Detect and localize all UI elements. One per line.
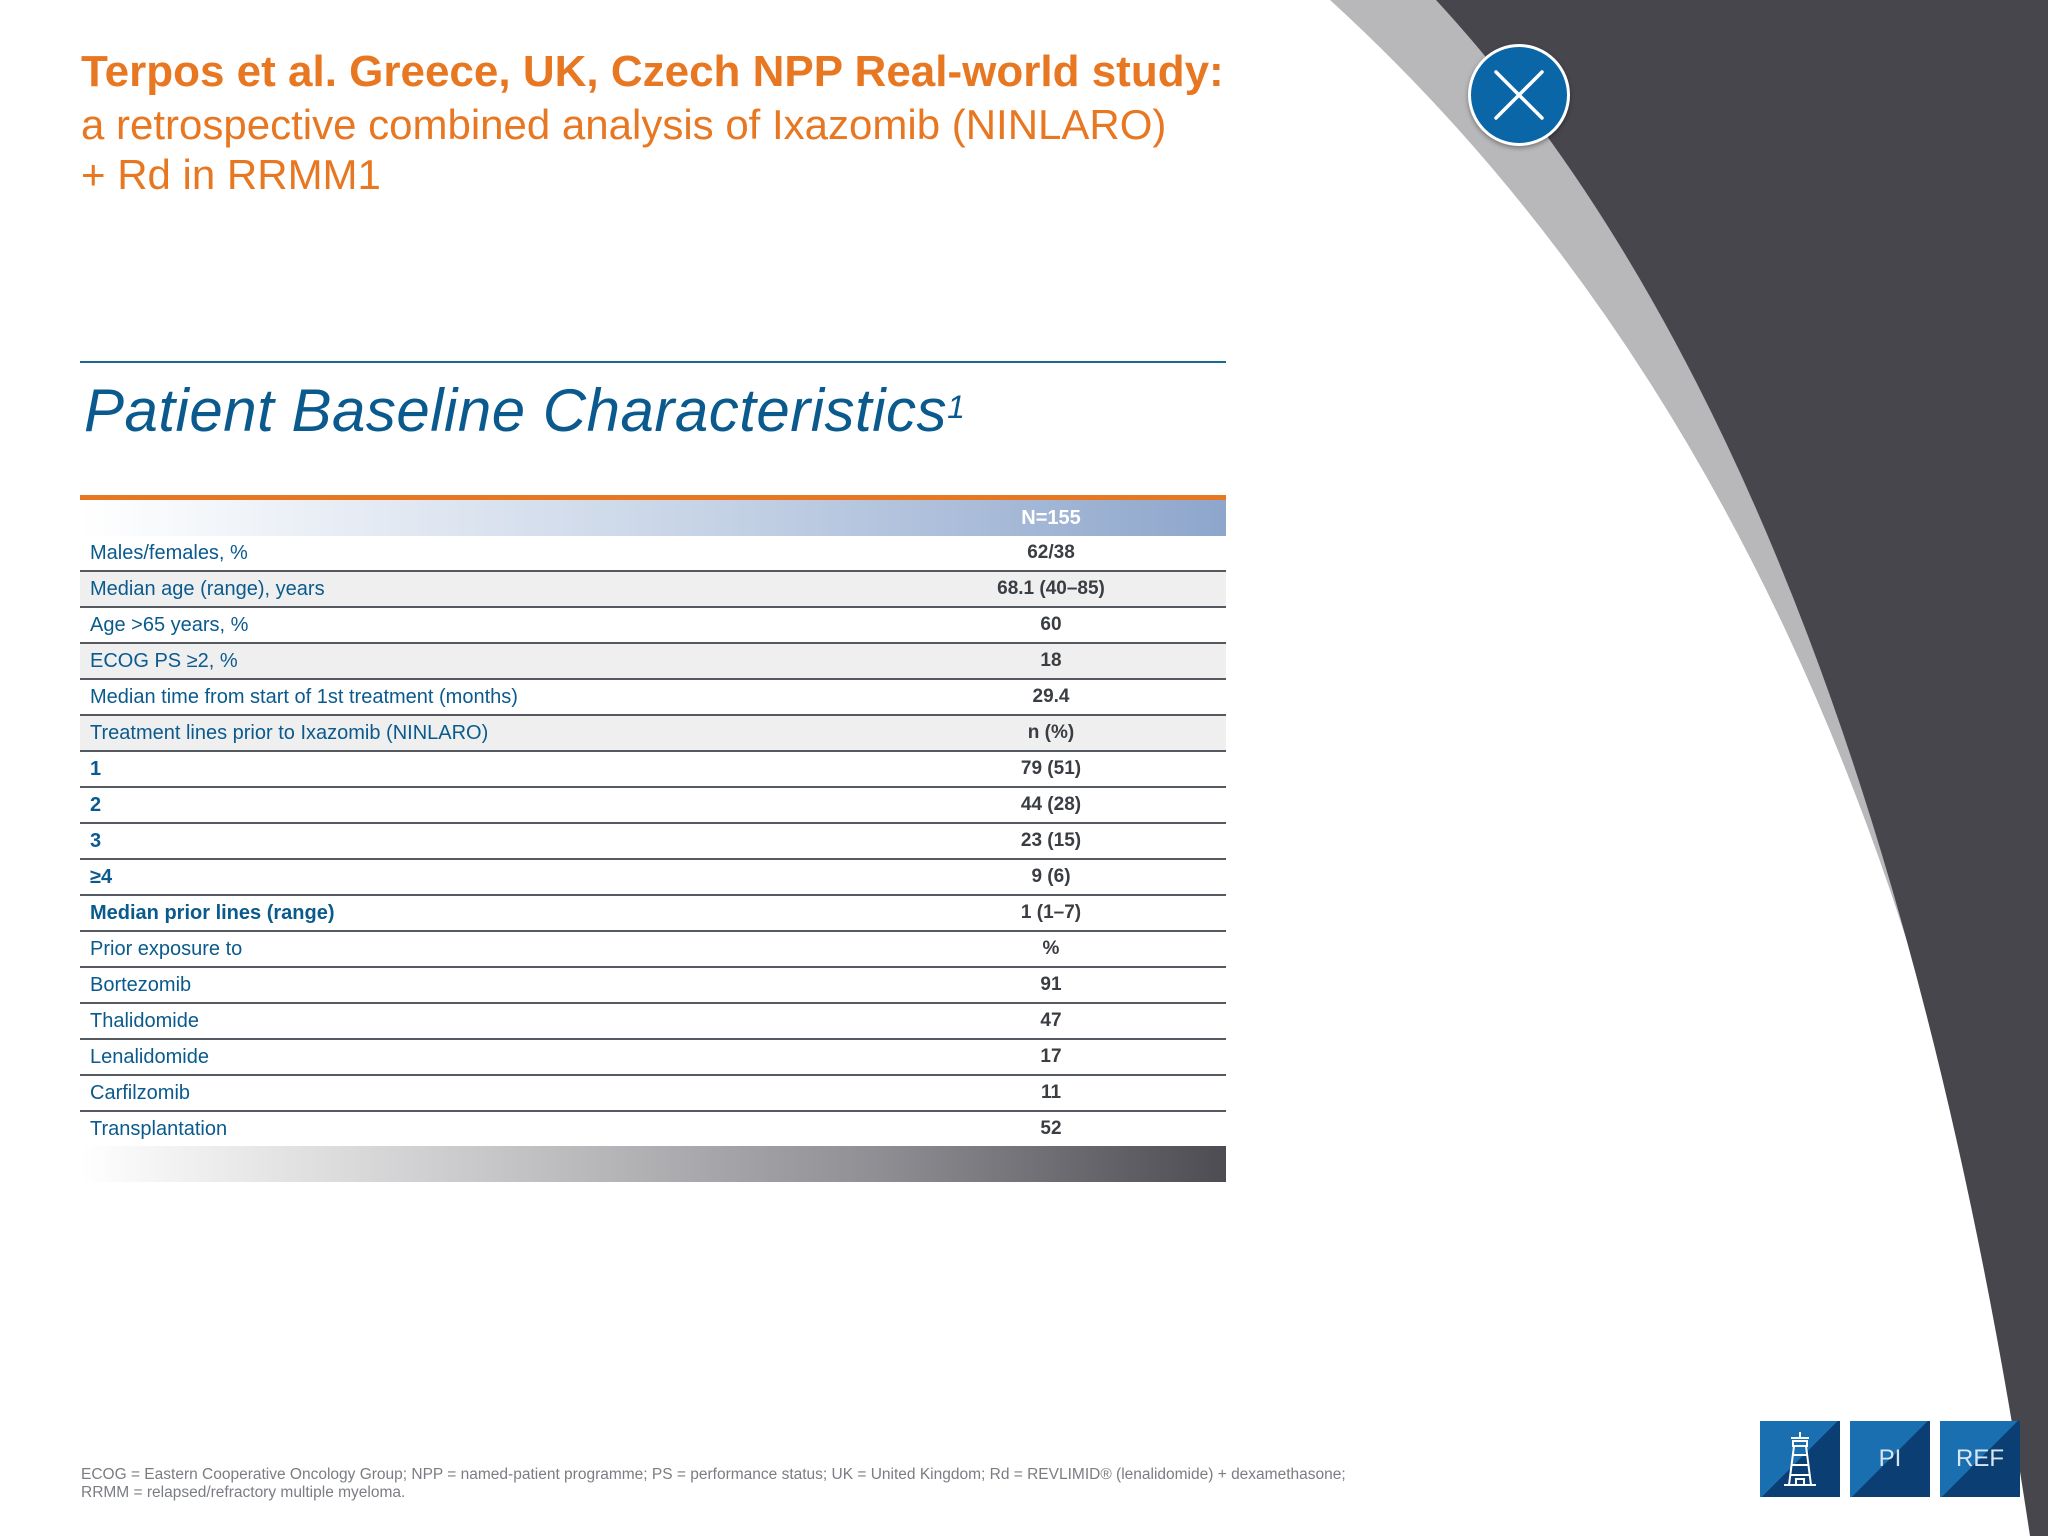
row-label: Median time from start of 1st treatment … — [90, 685, 518, 708]
table-row: Treatment lines prior to Ixazomib (NINLA… — [80, 716, 1226, 752]
table-row: Lenalidomide 17 — [80, 1040, 1226, 1076]
row-label: 3 — [90, 829, 102, 852]
row-value: 60 — [1040, 614, 1062, 635]
row-label: Median prior lines (range) — [90, 901, 335, 924]
row-value: 47 — [1040, 1010, 1062, 1031]
slide-subtitle-line1: a retrospective combined analysis of Ixa… — [81, 101, 1167, 148]
row-value: n (%) — [1027, 722, 1075, 743]
row-value: 79 (51) — [1020, 758, 1082, 779]
row-value: 18 — [1040, 650, 1062, 671]
table-row: ≥4 9 (6) — [80, 860, 1226, 896]
close-button[interactable] — [1468, 44, 1570, 146]
prescribing-info-button[interactable]: PI — [1850, 1421, 1930, 1497]
table-row: Transplantation 52 — [80, 1112, 1226, 1146]
row-label: Treatment lines prior to Ixazomib (NINLA… — [90, 721, 489, 744]
section-title-text: Patient Baseline Characteristics — [84, 377, 948, 444]
slide-title-block: Terpos et al. Greece, UK, Czech NPP Real… — [81, 44, 1381, 200]
slide-title: Terpos et al. Greece, UK, Czech NPP Real… — [81, 47, 1224, 96]
row-label: Transplantation — [90, 1117, 228, 1140]
section-divider — [80, 361, 1226, 363]
row-value: 52 — [1040, 1118, 1062, 1139]
row-label: Males/females, % — [90, 541, 248, 564]
footnote-line1: ECOG = Eastern Cooperative Oncology Grou… — [81, 1466, 1346, 1483]
row-label: Lenalidomide — [90, 1045, 209, 1068]
row-value: 11 — [1040, 1082, 1062, 1103]
ref-label: REF — [1956, 1445, 2004, 1472]
row-label: 2 — [90, 793, 102, 816]
section-title: Patient Baseline Characteristics1 — [84, 375, 965, 447]
row-label: 1 — [90, 757, 102, 780]
row-value: 44 (28) — [1020, 794, 1082, 815]
row-label: ECOG PS ≥2, % — [90, 649, 238, 672]
table-row: Males/females, % 62/38 — [80, 536, 1226, 572]
table-top-rule — [80, 495, 1226, 500]
row-value: 17 — [1040, 1046, 1062, 1067]
row-value: 1 (1–7) — [1020, 902, 1082, 923]
row-label: Prior exposure to — [90, 937, 243, 960]
home-button[interactable] — [1760, 1421, 1840, 1497]
row-value: 91 — [1040, 974, 1062, 995]
lighthouse-icon — [1784, 1432, 1816, 1486]
table-header: N=155 — [80, 500, 1226, 536]
table-row: Prior exposure to % — [80, 932, 1226, 968]
slide-subtitle-line2: + Rd in RRMM1 — [81, 151, 381, 198]
table-row: ECOG PS ≥2, % 18 — [80, 644, 1226, 680]
table-row: 3 23 (15) — [80, 824, 1226, 860]
row-label: Thalidomide — [90, 1009, 199, 1032]
row-label: ≥4 — [90, 865, 113, 888]
table-row: Median prior lines (range) 1 (1–7) — [80, 896, 1226, 932]
row-value: 29.4 — [1032, 686, 1070, 707]
references-button[interactable]: REF — [1940, 1421, 2020, 1497]
row-label: Bortezomib — [90, 973, 192, 996]
table-footer-bar — [80, 1146, 1226, 1182]
table-row: Bortezomib 91 — [80, 968, 1226, 1004]
row-label: Median age (range), years — [90, 577, 325, 600]
row-value: 62/38 — [1027, 542, 1075, 563]
footnote: ECOG = Eastern Cooperative Oncology Grou… — [81, 1466, 1531, 1502]
row-label: Carfilzomib — [90, 1081, 191, 1104]
table-row: Age >65 years, % 60 — [80, 608, 1226, 644]
table-column-header: N=155 — [1021, 506, 1081, 529]
table-row: 2 44 (28) — [80, 788, 1226, 824]
row-value: 23 (15) — [1020, 830, 1082, 851]
table-row: Median time from start of 1st treatment … — [80, 680, 1226, 716]
row-value: 9 (6) — [1031, 866, 1071, 887]
table-row: Median age (range), years 68.1 (40–85) — [80, 572, 1226, 608]
baseline-characteristics-table: N=155 Males/females, % 62/38 Median age … — [80, 495, 1226, 1182]
table-row: Thalidomide 47 — [80, 1004, 1226, 1040]
pi-label: PI — [1878, 1445, 1902, 1472]
table-row: Carfilzomib 11 — [80, 1076, 1226, 1112]
section-title-reference: 1 — [947, 389, 966, 425]
row-value: % — [1042, 938, 1060, 959]
table-row: 1 79 (51) — [80, 752, 1226, 788]
row-value: 68.1 (40–85) — [997, 578, 1105, 599]
row-label: Age >65 years, % — [90, 613, 249, 636]
footnote-line2: RRMM = relapsed/refractory multiple myel… — [81, 1484, 406, 1501]
close-icon — [1494, 70, 1544, 120]
